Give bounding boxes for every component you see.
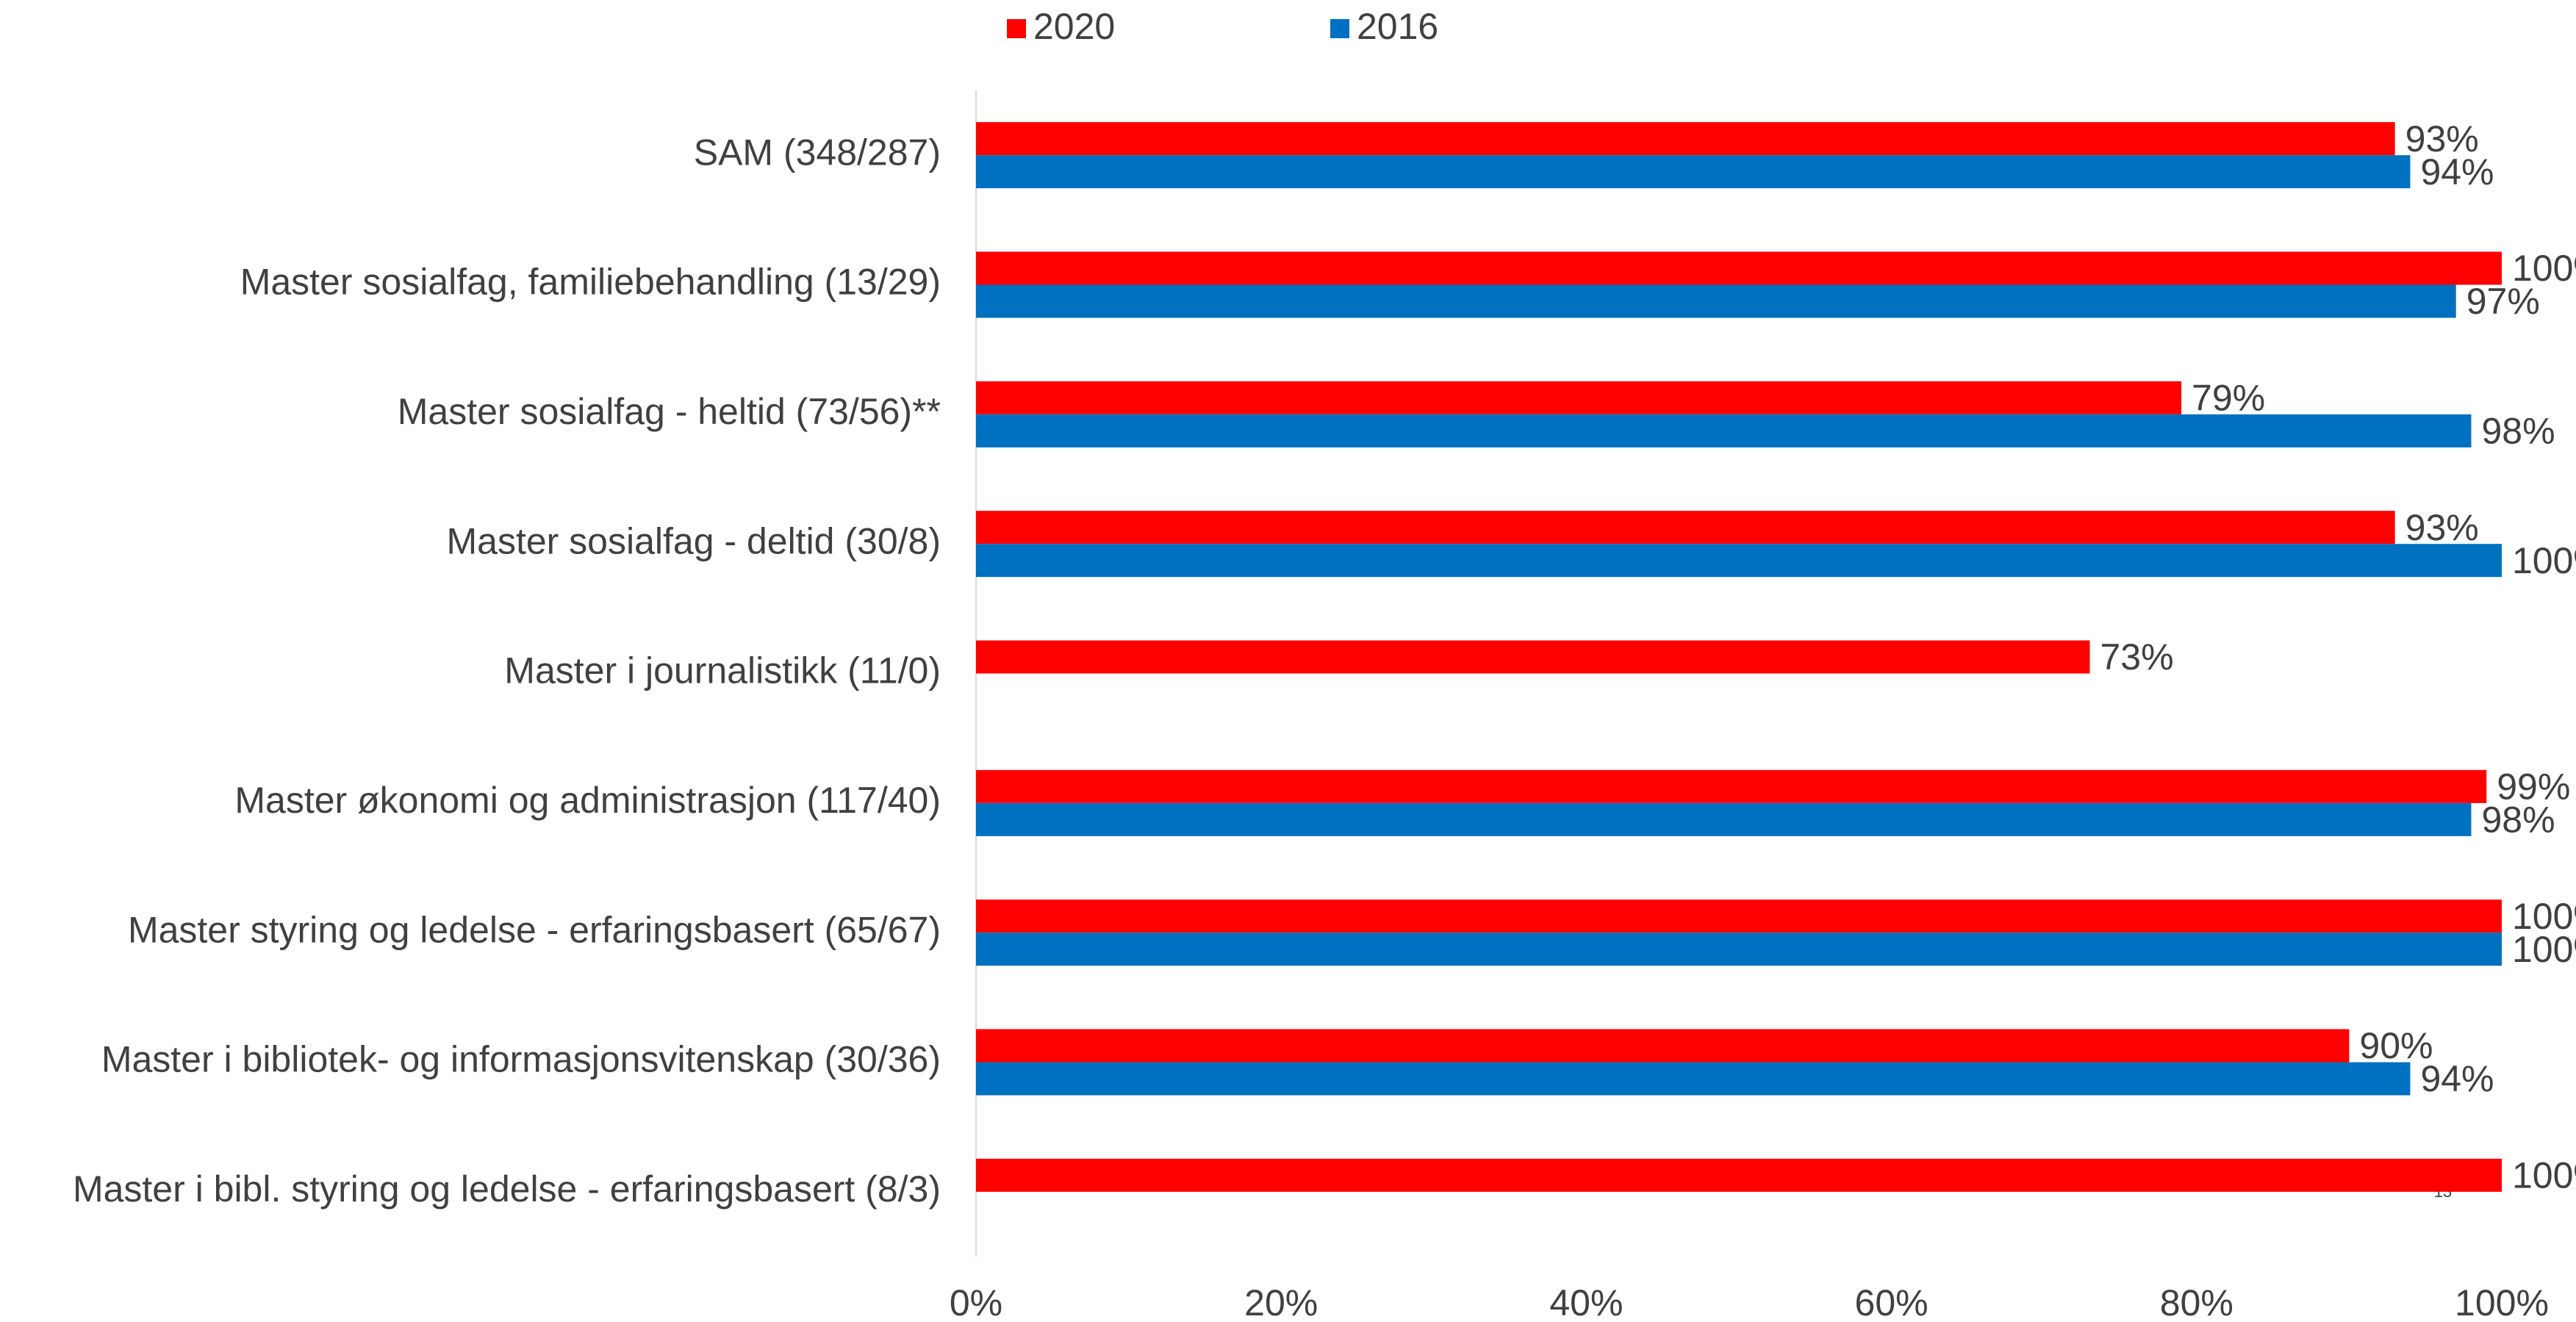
data-label: 79% <box>2192 378 2265 419</box>
data-label: 99% <box>2497 766 2570 808</box>
bar <box>976 284 2456 318</box>
data-label: 93% <box>2405 118 2479 159</box>
y-tick-label: Master i bibl. styring og ledelse - erfa… <box>73 1168 941 1210</box>
y-tick-label: Master sosialfag - deltid (30/8) <box>446 520 941 561</box>
x-tick-label: 40% <box>1549 1282 1623 1322</box>
legend-label: 2020 <box>1033 6 1115 47</box>
bar <box>976 640 2090 674</box>
bar <box>976 899 2502 933</box>
bar <box>976 802 2472 836</box>
data-label: 100% <box>2512 248 2576 289</box>
data-label: 94% <box>2420 151 2494 193</box>
legend-swatch <box>1330 19 1349 38</box>
y-tick-label: Master sosialfag - heltid (73/56)** <box>398 391 941 432</box>
x-tick-label: 0% <box>950 1282 1002 1322</box>
data-label: 100% <box>2512 1155 2576 1196</box>
data-label: 97% <box>2466 281 2540 322</box>
legend-label: 2016 <box>1357 6 1438 47</box>
bar <box>976 155 2411 189</box>
y-tick-label: Master økonomi og administrasjon (117/40… <box>234 780 941 821</box>
bar <box>976 769 2487 803</box>
bar <box>976 1158 2502 1192</box>
bar <box>976 251 2502 285</box>
x-tick-label: 60% <box>1855 1282 1929 1322</box>
y-tick-label: Master styring og ledelse - erfaringsbas… <box>128 909 941 950</box>
data-label: 98% <box>2481 411 2555 452</box>
y-tick-label: Master sosialfag, familiebehandling (13/… <box>240 262 941 303</box>
bar <box>976 933 2502 966</box>
x-tick-label: 20% <box>1244 1282 1318 1322</box>
bar <box>976 1029 2350 1063</box>
x-tick-label: 100% <box>2455 1282 2549 1322</box>
data-label: 90% <box>2359 1025 2433 1066</box>
data-label: 100% <box>2512 929 2576 970</box>
bar <box>976 122 2395 156</box>
bar <box>976 544 2502 578</box>
legend-swatch <box>1007 19 1026 38</box>
y-tick-label: SAM (348/287) <box>694 132 941 173</box>
x-tick-label: 80% <box>2160 1282 2234 1322</box>
data-label: 100% <box>2512 896 2576 937</box>
data-label: 100% <box>2512 540 2576 581</box>
bar <box>976 414 2472 448</box>
data-label: 98% <box>2481 800 2555 841</box>
bar <box>976 381 2182 414</box>
y-tick-label: Master i journalistikk (11/0) <box>504 650 941 691</box>
data-label: 94% <box>2420 1058 2494 1099</box>
data-label: 73% <box>2100 636 2173 678</box>
data-label: 93% <box>2405 507 2479 548</box>
bar <box>976 1062 2411 1096</box>
y-tick-label: Master i bibliotek- og informasjonsviten… <box>101 1039 941 1080</box>
bar <box>976 511 2395 545</box>
